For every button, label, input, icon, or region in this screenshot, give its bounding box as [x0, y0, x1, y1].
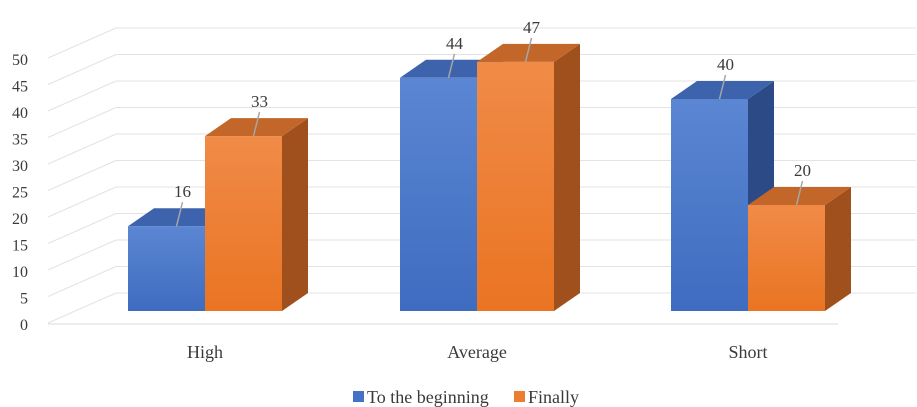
legend-item: To the beginning: [353, 387, 489, 407]
legend-item: Finally: [514, 387, 579, 407]
y-tick-label: 25: [12, 185, 28, 202]
y-tick-label: 35: [12, 132, 28, 149]
y-tick-label: 50: [12, 52, 28, 69]
bar: [205, 118, 308, 311]
x-axis: High Average Short: [187, 342, 768, 362]
data-label: 20: [794, 161, 811, 206]
bar: [748, 187, 851, 311]
svg-text:20: 20: [794, 161, 811, 180]
data-label: 40: [717, 55, 734, 100]
x-category-label: Average: [447, 342, 507, 362]
legend-label: To the beginning: [367, 387, 489, 407]
svg-text:40: 40: [717, 55, 734, 74]
data-labels: 16 33 44 47 40 20: [174, 18, 811, 227]
data-label: 47: [523, 18, 541, 63]
y-tick-label: 45: [12, 79, 28, 96]
data-label: 44: [446, 34, 464, 78]
y-tick-label: 40: [12, 105, 28, 122]
legend-label: Finally: [528, 387, 579, 407]
data-label: 33: [251, 92, 268, 137]
legend-swatch: [514, 391, 525, 402]
data-label: 16: [174, 182, 191, 227]
y-tick-label: 20: [12, 211, 28, 228]
x-category-label: High: [187, 342, 223, 362]
y-axis: 0 5 10 15 20 25 30 35 40 45 50: [12, 52, 28, 334]
y-tick-label: 30: [12, 158, 28, 175]
svg-text:33: 33: [251, 92, 268, 111]
gridline: [47, 27, 916, 59]
legend: To the beginning Finally: [353, 387, 579, 407]
bars: [128, 43, 851, 312]
y-tick-label: 10: [12, 264, 28, 281]
svg-text:44: 44: [446, 34, 464, 53]
x-category-label: Short: [728, 342, 767, 362]
svg-text:16: 16: [174, 182, 191, 201]
svg-text:47: 47: [523, 18, 541, 37]
y-tick-label: 15: [12, 238, 28, 255]
y-tick-label: 5: [20, 291, 28, 308]
legend-swatch: [353, 391, 364, 402]
bar: [477, 43, 580, 312]
y-tick-label: 0: [20, 317, 28, 334]
